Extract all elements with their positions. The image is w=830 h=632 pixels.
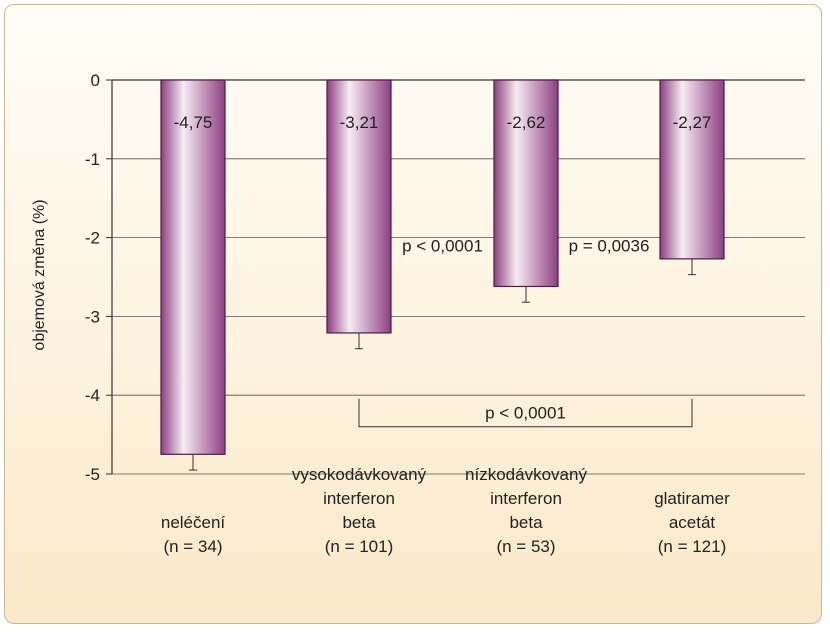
y-tick-label: -5 [85, 465, 100, 484]
bar [659, 79, 725, 260]
x-category-label: (n = 101) [325, 537, 394, 556]
x-category-label: beta [342, 513, 376, 532]
x-category-label: beta [509, 513, 543, 532]
y-tick-label: -4 [85, 386, 100, 405]
y-tick-label: -1 [85, 150, 100, 169]
data-label: -2,62 [507, 113, 546, 132]
x-category-label: (n = 121) [658, 537, 727, 556]
bar [160, 79, 226, 455]
x-category-label: interferon [323, 489, 395, 508]
x-category-label: neléčení [161, 513, 226, 532]
significance-label: p = 0,0036 [569, 236, 650, 255]
x-category-label: nízkodávkovaný [465, 465, 587, 484]
y-tick-label: -2 [85, 229, 100, 248]
x-category-label: vysokodávkovaný [292, 465, 427, 484]
data-label: -2,27 [673, 113, 712, 132]
x-category-label: glatiramer [654, 489, 730, 508]
y-axis-label: objemová změna (%) [31, 199, 48, 350]
bar [326, 79, 392, 334]
significance-bracket [358, 398, 693, 428]
x-category-label: (n = 34) [163, 537, 222, 556]
data-label: -4,75 [174, 113, 213, 132]
y-tick-label: 0 [91, 71, 100, 90]
x-category-label: acetát [669, 513, 716, 532]
bar [493, 79, 559, 288]
x-category-label: (n = 53) [496, 537, 555, 556]
significance-label: p < 0,0001 [485, 404, 566, 423]
y-tick-label: -3 [85, 307, 100, 326]
data-label: -3,21 [340, 113, 379, 132]
significance-label: p < 0,0001 [402, 236, 483, 255]
x-category-label: interferon [490, 489, 562, 508]
